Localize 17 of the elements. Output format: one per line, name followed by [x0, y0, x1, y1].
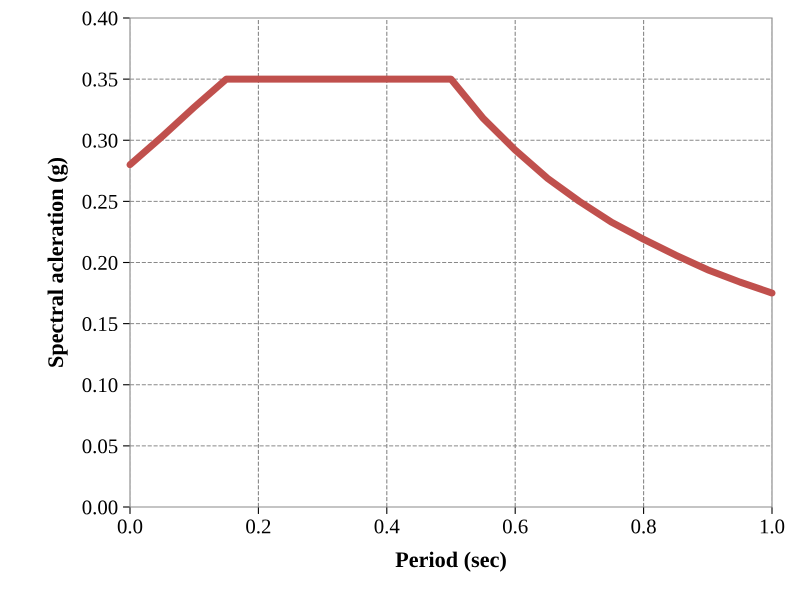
- y-tick-label: 0.10: [82, 378, 118, 392]
- y-tick-label: 0.05: [82, 439, 118, 454]
- y-tick-label: 0.35: [82, 72, 118, 87]
- x-axis-title: Period (sec): [396, 552, 506, 572]
- y-tick-label: 0.20: [82, 256, 118, 270]
- y-tick-label: 0.25: [82, 194, 118, 209]
- x-tick-label: 0.6: [502, 519, 528, 534]
- y-tick-label: 0.15: [82, 317, 118, 332]
- x-tick-label: 0.8: [631, 519, 656, 534]
- y-tick-label: 0.30: [82, 134, 118, 148]
- y-axis-title: Spectral acleration (g): [48, 158, 68, 367]
- x-tick-label: 1.0: [760, 519, 784, 534]
- y-tick-label: 0.00: [82, 500, 118, 515]
- x-tick-label: 0.4: [374, 519, 400, 534]
- x-tick-label: 0.0: [118, 519, 142, 534]
- y-tick-label: 0.40: [82, 11, 118, 26]
- x-tick-label: 0.2: [246, 519, 270, 534]
